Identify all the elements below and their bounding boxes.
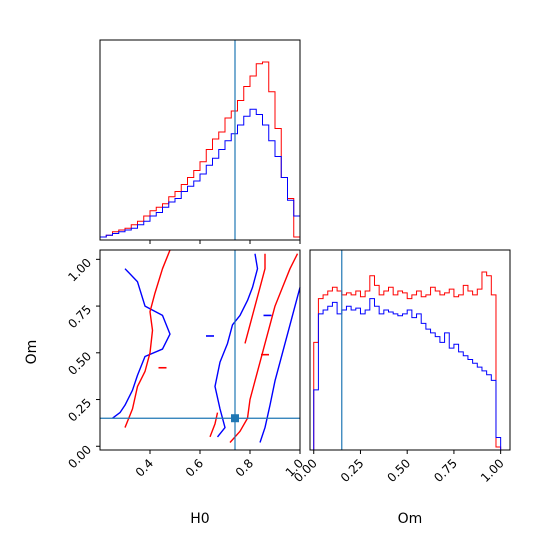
axis-annotations: H0 Om Om — [24, 340, 422, 527]
om-histogram-series-0 — [313, 271, 502, 450]
om-hist-x-tick-label-2: 0.50 — [385, 456, 414, 485]
h0-om-contour-panel: 0.4 0.6 0.8 1.00.000.250.500.751.00 — [65, 249, 306, 480]
x-axis-label-h0: H0 — [190, 511, 209, 527]
contour-line-5 — [209, 412, 219, 438]
contour-y-tick-label-3: 0.75 — [65, 302, 94, 331]
contour-line-1 — [214, 253, 259, 438]
om-hist-x-tick-label-1: 0.25 — [338, 456, 367, 485]
truth-marker — [231, 414, 239, 423]
contour-y-tick-label-0: 0.00 — [65, 442, 94, 471]
contour-y-tick-label-1: 0.25 — [65, 396, 94, 425]
om-histogram-panel: 0.00 0.25 0.50 0.75 1.00 — [291, 249, 511, 485]
contour-x-tick-label-0: 0.4 — [133, 456, 156, 479]
om-hist-x-tick-label-4: 1.00 — [478, 456, 507, 485]
h0-histogram-series-0 — [99, 61, 301, 240]
contour-line-4 — [229, 253, 299, 443]
h0-histogram-frame — [99, 39, 301, 241]
contour-line-0 — [112, 268, 171, 419]
contour-y-tick-label-4: 1.00 — [65, 256, 94, 285]
om-hist-x-tick-label-3: 0.75 — [431, 456, 460, 485]
om-histogram-series-1 — [313, 298, 502, 450]
contour-x-tick-label-2: 0.8 — [233, 456, 256, 479]
om-histogram-frame — [309, 249, 511, 451]
y-axis-label-om: Om — [24, 340, 40, 365]
contour-line-3 — [124, 249, 171, 428]
contour-y-tick-label-2: 0.50 — [65, 349, 94, 378]
h0-histogram-panel — [99, 39, 301, 244]
contour-frame — [99, 249, 301, 451]
h0-histogram-series-1 — [99, 108, 301, 240]
contour-line-6 — [244, 253, 266, 344]
contour-line-2 — [259, 287, 301, 443]
x-axis-label-om: Om — [398, 511, 423, 527]
contour-x-tick-label-1: 0.6 — [183, 456, 206, 479]
